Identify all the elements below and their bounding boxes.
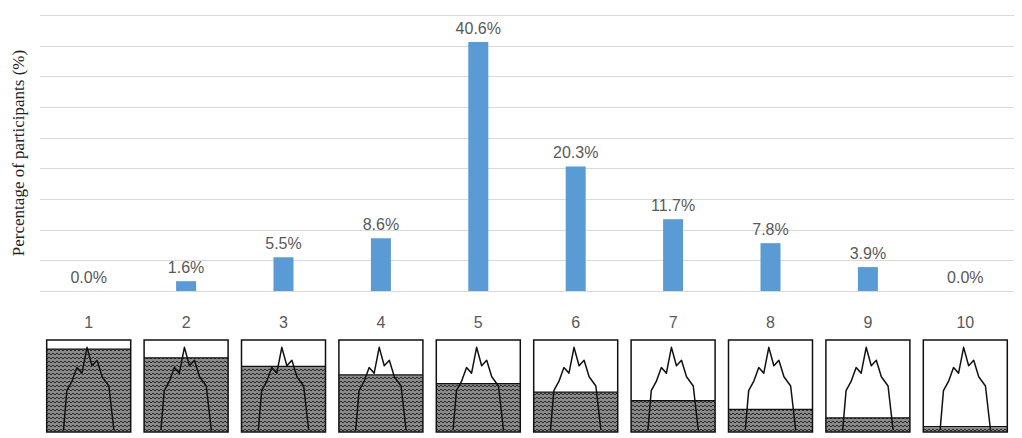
bar [761,243,781,291]
grid-line [40,46,1014,47]
iceberg-icon [47,340,131,432]
icon-frame [242,340,326,432]
data-label: 11.7% [651,197,695,214]
icon-waterline [534,392,618,393]
chart: Percentage of participants (%) 0.0% 1.6% 5.… [0,0,1022,438]
bar [274,257,294,291]
icon-waterline [729,409,813,410]
icon-water [729,409,813,432]
icon-water [826,418,910,432]
icon-water [534,392,618,432]
icon-waterline [47,349,131,350]
data-label: 8.6% [363,216,399,233]
icon-waterline [242,366,326,367]
iceberg-icon [436,340,520,432]
icon-waterline [826,417,910,418]
icon-water [339,375,423,432]
bar [858,267,878,291]
iceberg-icon [826,340,910,432]
icon-iceberg [940,347,990,430]
data-label: 40.6% [456,20,501,37]
icon-water [242,366,326,432]
grid-line [40,168,1014,169]
icon-iceberg [648,347,698,430]
icon-iceberg [258,347,308,430]
iceberg-icon [242,340,326,432]
bar [955,291,975,292]
iceberg-icon [729,340,813,432]
x-tick-label: 1 [84,314,93,331]
x-tick-label: 10 [956,314,974,331]
icon-frame [144,340,228,432]
grid-line [40,230,1014,231]
iceberg-icon [144,340,228,432]
iceberg-icon [534,340,618,432]
x-tick-label: 2 [182,314,191,331]
x-tick-label: 3 [279,314,288,331]
data-label: 5.5% [265,235,301,252]
x-tick-label: 4 [376,314,385,331]
icon-frame [923,340,1007,432]
bar [566,166,586,291]
icon-waterline [339,374,423,375]
icon-iceberg [551,347,601,430]
x-tick-label: 9 [863,314,872,331]
icon-waterline [436,383,520,384]
icon-waterline [631,400,715,401]
icon-water [47,349,131,432]
bar [468,42,488,291]
icon-frame [826,340,910,432]
bar [371,238,391,291]
icon-frame [436,340,520,432]
icon-water [631,401,715,432]
grid-line [40,76,1014,77]
iceberg-icon [339,340,423,432]
icon-iceberg [356,347,406,430]
grid-line [40,291,1014,292]
data-label: 3.9% [850,245,886,262]
bar [176,281,196,291]
icon-water [923,426,1007,432]
icon-frame [339,340,423,432]
icon-frame [729,340,813,432]
data-label: 0.0% [947,269,983,286]
icon-iceberg [64,347,114,430]
icon-frame [47,340,131,432]
grid-line [40,107,1014,108]
icon-frame [534,340,618,432]
icon-water [144,358,228,432]
bar [663,219,683,291]
bar [79,291,99,292]
x-tick-label: 8 [766,314,775,331]
grid-line [40,199,1014,200]
x-tick-label: 5 [474,314,483,331]
y-axis-title: Percentage of participants (%) [9,50,28,256]
data-label: 7.8% [752,221,788,238]
iceberg-icon [923,340,1007,432]
data-label: 20.3% [553,144,598,161]
data-label: 0.0% [70,269,106,286]
data-label: 1.6% [168,259,204,276]
x-tick-label: 6 [571,314,580,331]
icon-water [436,384,520,432]
icon-waterline [144,357,228,358]
icon-iceberg [453,347,503,430]
icon-iceberg [745,347,795,430]
grid-line [40,15,1014,16]
icon-iceberg [161,347,211,430]
x-tick-label: 7 [669,314,678,331]
icon-frame [631,340,715,432]
grid-line [40,138,1014,139]
icon-waterline [923,426,1007,427]
iceberg-icon [631,340,715,432]
